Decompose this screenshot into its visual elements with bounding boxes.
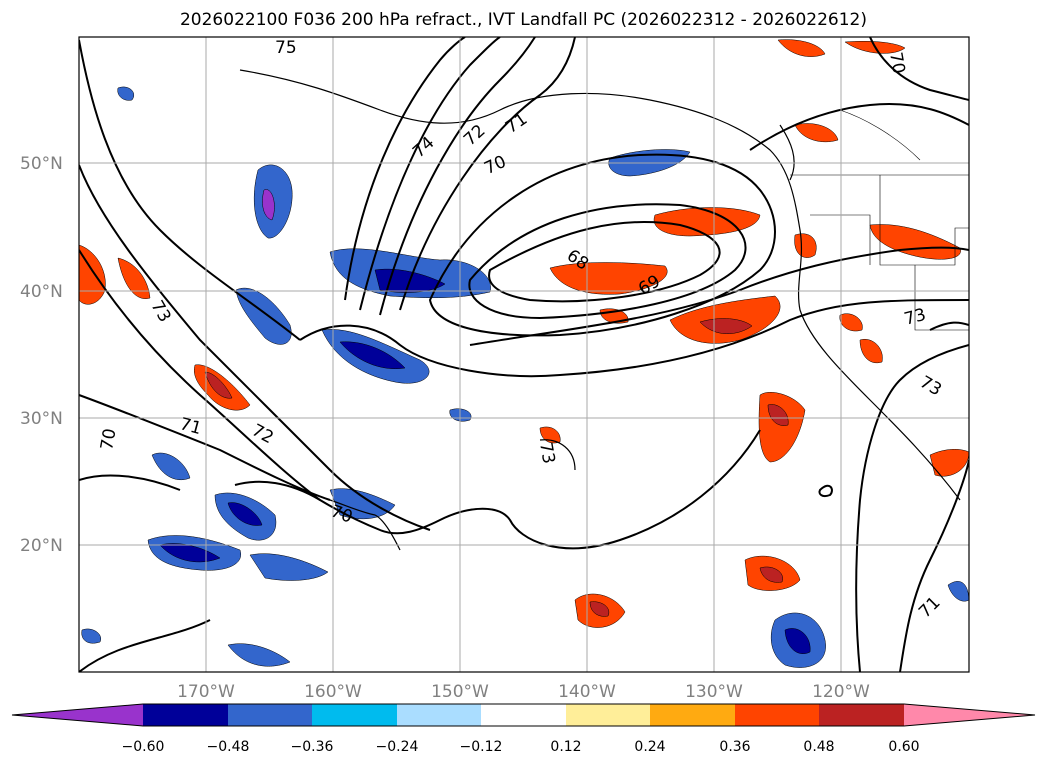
borders [790,109,969,331]
lat-label: 20°N [20,536,63,556]
colorbar-segment [143,704,228,726]
colorbar-tick-label: 0.60 [888,739,919,755]
lon-label: 120°W [812,682,870,702]
colorbar-outline [11,703,1036,727]
colorbar-ticks: −0.60 −0.48 −0.36 −0.24 −0.12 0.12 0.24 … [122,739,920,755]
positive-anomaly-patches [79,39,969,628]
colorbar-tick-label: −0.60 [122,739,165,755]
colorbar [11,703,1036,727]
refractivity-contours [79,37,969,672]
graticule [79,37,969,672]
lat-label: 50°N [20,154,63,174]
colorbar-tick-label: −0.24 [376,739,419,755]
longitude-labels: 170°W 160°W 150°W 140°W 130°W 120°W [177,682,870,702]
lat-label: 30°N [20,409,63,429]
colorbar-segment [228,704,312,726]
lon-label: 140°W [558,682,616,702]
colorbar-segment [566,704,650,726]
contour-label: 73 [535,441,558,466]
lon-label: 150°W [431,682,489,702]
figure-title: 2026022100 F036 200 hPa refract., IVT La… [179,10,867,30]
lon-label: 160°W [304,682,362,702]
lat-label: 40°N [20,282,63,302]
colorbar-extend-low [12,704,143,726]
colorbar-tick-label: −0.48 [207,739,250,755]
lon-label: 170°W [177,682,235,702]
colorbar-segment [312,704,397,726]
colorbar-tick-label: −0.12 [460,739,503,755]
lon-label: 130°W [685,682,743,702]
colorbar-tick-label: 0.36 [719,739,750,755]
colorbar-tick-label: −0.36 [291,739,334,755]
contour-label: 70 [97,427,120,452]
colorbar-segment [397,704,481,726]
colorbar-extend-high [904,704,1035,726]
colorbar-tick-label: 0.48 [803,739,834,755]
colorbar-tick-label: 0.12 [550,739,581,755]
colorbar-segment [735,704,819,726]
contour-label: 70 [885,51,908,76]
colorbar-segment [650,704,735,726]
colorbar-tick-label: 0.24 [634,739,665,755]
latitude-labels: 50°N 40°N 30°N 20°N [20,154,63,556]
colorbar-segment [819,704,904,726]
contour-label: 75 [275,38,297,58]
colorbar-segment [481,704,566,726]
map-frame [78,36,970,673]
map-area: 75 74 72 71 70 68 69 73 73 73 71 72 70 7… [79,37,969,672]
